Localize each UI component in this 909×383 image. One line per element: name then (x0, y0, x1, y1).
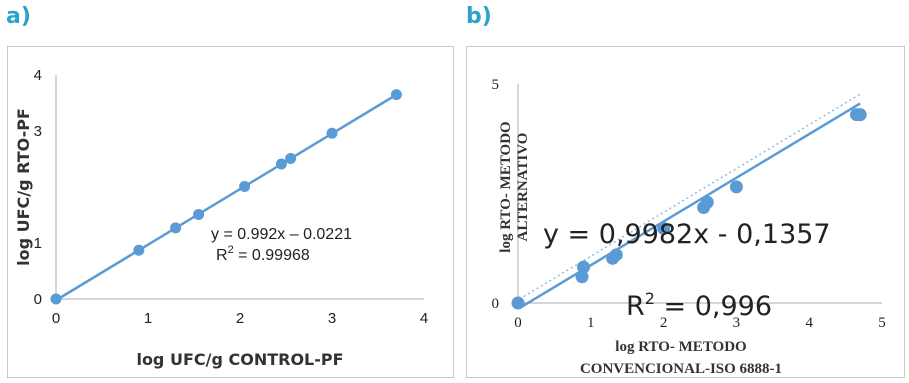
chart-a-plot: 0 1 2 3 4 0 1 3 4 y = 0.992x – 0.0221 R2 = 0.99… (14, 67, 428, 369)
chart-b: 0 1 2 3 4 5 0 5 y = 0,9982x - 0,1357 R2 = 0,99… (466, 46, 905, 378)
data-point (239, 180, 251, 192)
y-tick-label: 5 (492, 77, 500, 93)
data-point (193, 208, 205, 220)
y-axis-label: log UFC/g RTO-PF (14, 108, 33, 266)
data-point (275, 158, 287, 170)
data-point (657, 222, 671, 236)
trendline (518, 102, 861, 310)
data-point (700, 195, 714, 209)
x-axis-label-line2: CONVENCIONAL-ISO 6888-1 (580, 361, 782, 377)
data-point (285, 152, 297, 164)
x-tick-label: 4 (420, 310, 428, 327)
y-tick-label: 4 (34, 67, 42, 84)
x-tick-label: 3 (733, 315, 741, 331)
y-axis-label-line2: ALTERNATIVO (515, 133, 531, 242)
x-tick-label: 4 (805, 315, 813, 331)
chart-a: 0 1 2 3 4 0 1 3 4 y = 0.992x – 0.0221 R2 = 0.99… (7, 46, 454, 378)
y-axis-label-line1: log RTO- METODO (498, 121, 514, 252)
data-point (50, 293, 62, 305)
x-tick-label: 1 (144, 310, 152, 327)
x-tick-label: 0 (514, 315, 522, 331)
data-point (170, 222, 182, 234)
x-tick-label: 5 (878, 315, 886, 331)
data-point (326, 127, 338, 139)
data-point (511, 296, 525, 310)
data-point (577, 260, 591, 274)
x-tick-label: 2 (660, 315, 668, 331)
data-point (390, 89, 402, 101)
data-point (133, 244, 145, 256)
data-point (729, 180, 743, 194)
equation-label: y = 0.992x – 0.0221 (211, 226, 352, 243)
x-tick-label: 1 (587, 315, 595, 331)
x-tick-label: 3 (328, 310, 336, 327)
panel-b-label: b) (466, 4, 492, 29)
r2-label: R2 = 0.99968 (216, 244, 310, 264)
data-point (575, 270, 589, 284)
chart-b-plot: 0 1 2 3 4 5 0 5 y = 0,9982x - 0,1357 R2 = 0,99… (492, 77, 886, 377)
y-tick-label: 0 (492, 296, 500, 312)
y-tick-label: 0 (34, 291, 42, 308)
data-point (609, 248, 623, 262)
trendline (57, 93, 398, 301)
data-point (853, 108, 867, 122)
y-tick-label: 3 (34, 123, 42, 140)
x-axis-label-line1: log RTO- METODO (615, 339, 746, 355)
x-tick-label: 2 (236, 310, 244, 327)
equation-label: y = 0,9982x - 0,1357 (543, 219, 831, 250)
panel-a-label: a) (6, 4, 31, 29)
x-tick-label: 0 (52, 310, 60, 327)
y-tick-label: 1 (34, 235, 42, 252)
x-axis-label: log UFC/g CONTROL-PF (136, 350, 343, 369)
r2-label: R2 = 0,996 (626, 289, 772, 322)
trendline-dotted (519, 93, 861, 300)
